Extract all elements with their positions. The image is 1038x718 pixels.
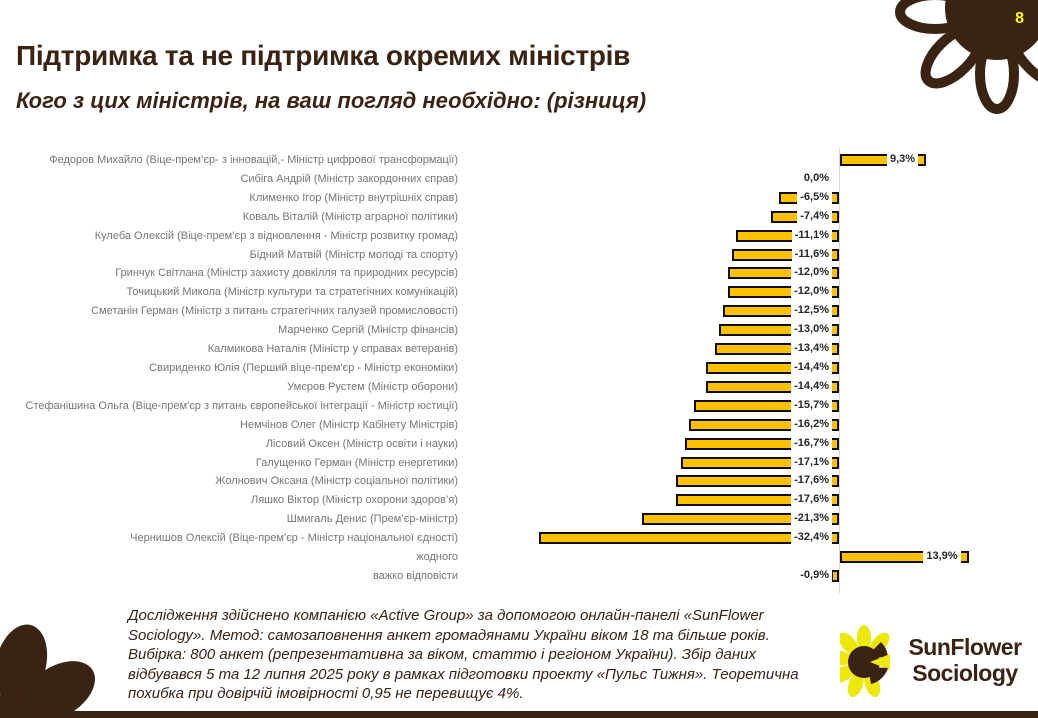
sunflower-sociology-logo: SunFlower Sociology — [840, 622, 1030, 702]
value-label: -0,9% — [797, 567, 832, 585]
category-label: Лісовий Оксен (Міністр освіти і науки) — [265, 437, 458, 450]
value-label: -16,7% — [791, 434, 832, 452]
methodology-note: Дослідження здійснено компанією «Active … — [128, 607, 799, 702]
bottom-accent-bar — [76, 711, 1038, 718]
chart-question-subtitle: Кого з цих міністрів, на ваш погляд необ… — [16, 88, 647, 113]
category-label: Свириденко Юлія (Перший віце-прем'єр - М… — [149, 362, 458, 374]
value-label: -17,6% — [791, 491, 832, 509]
value-label: -6,5% — [797, 188, 832, 206]
logo-text: SunFlower Sociology — [902, 634, 1028, 686]
category-label: Чернишов Олексій (Віце-прем'єр - Міністр… — [130, 532, 458, 545]
value-label: -11,1% — [791, 226, 832, 244]
category-label: Точицький Микола (Міністр культури та ст… — [126, 286, 458, 299]
category-label: Коваль Віталій (Міністр аграрної політик… — [242, 210, 458, 223]
category-label: Умєров Рустем (Міністр оборони) — [287, 380, 458, 393]
category-label: Жолнович Оксана (Міністр соціальної полі… — [215, 475, 458, 488]
value-label: -14,4% — [791, 359, 832, 376]
value-label: -13,4% — [791, 340, 832, 358]
category-label: Гринчук Світлана (Міністр захисту довкіл… — [115, 267, 458, 280]
category-label: Немчінов Олег (Міністр Кабінету Міністрі… — [240, 418, 458, 431]
category-label: Шмигаль Денис (Прем’єр-міністр) — [286, 513, 458, 526]
value-label: 13,9% — [923, 548, 961, 566]
category-label: Кулеба Олексій (Віце-прем’єр з відновлен… — [94, 229, 458, 242]
value-label: -17,6% — [791, 472, 832, 490]
sunflower-logo-icon — [840, 625, 890, 698]
value-label: -13,0% — [791, 321, 832, 339]
category-label: Бідний Матвій (Міністр молоді та спорту) — [249, 248, 458, 261]
bar — [539, 532, 839, 545]
value-label: -21,3% — [791, 510, 832, 528]
logo-line-2: Sociology — [912, 660, 1018, 686]
value-label: -12,0% — [791, 283, 832, 301]
value-label: -14,4% — [791, 377, 832, 395]
page-title: Підтримка та не підтримка окремих мініст… — [16, 40, 631, 71]
value-label: -12,5% — [791, 302, 832, 320]
value-label: -12,0% — [791, 264, 832, 282]
value-label: -7,4% — [797, 207, 832, 225]
category-label: Марченко Сергій (Міністр фінансів) — [278, 324, 458, 337]
category-label: жодного — [416, 551, 458, 564]
bar — [641, 513, 839, 526]
category-label: Калмикова Наталія (Міністр у справах вет… — [207, 343, 458, 356]
value-label: 0,0% — [800, 169, 832, 187]
logo-line-1: SunFlower — [908, 634, 1022, 660]
category-label: Ляшко Віктор (Міністр охорони здоров’я) — [250, 494, 458, 507]
category-label: Федоров Михайло (Віце-прем’єр- з інновац… — [49, 154, 458, 166]
category-label: Стефанішина Ольга (Віце-прем'єр з питань… — [25, 399, 458, 412]
page-number: 8 — [1015, 10, 1024, 27]
category-label: важко відповісти — [372, 570, 458, 583]
value-label: -16,2% — [791, 415, 832, 433]
category-label: Сибіга Андрій (Міністр закордонних справ… — [240, 172, 458, 185]
category-label: Клименко Ігор (Міністр внутрішніх справ) — [249, 191, 458, 204]
zero-axis-line — [839, 148, 840, 593]
category-label: Сметанін Герман (Міністр з питань страте… — [91, 305, 458, 318]
value-label: 9,3% — [886, 151, 919, 168]
value-label: -15,7% — [791, 396, 832, 414]
category-label: Галущенко Герман (Міністр енергетики) — [255, 456, 458, 469]
value-label: -32,4% — [791, 529, 832, 547]
value-label: -11,6% — [791, 245, 832, 263]
value-label: -17,1% — [791, 453, 832, 471]
